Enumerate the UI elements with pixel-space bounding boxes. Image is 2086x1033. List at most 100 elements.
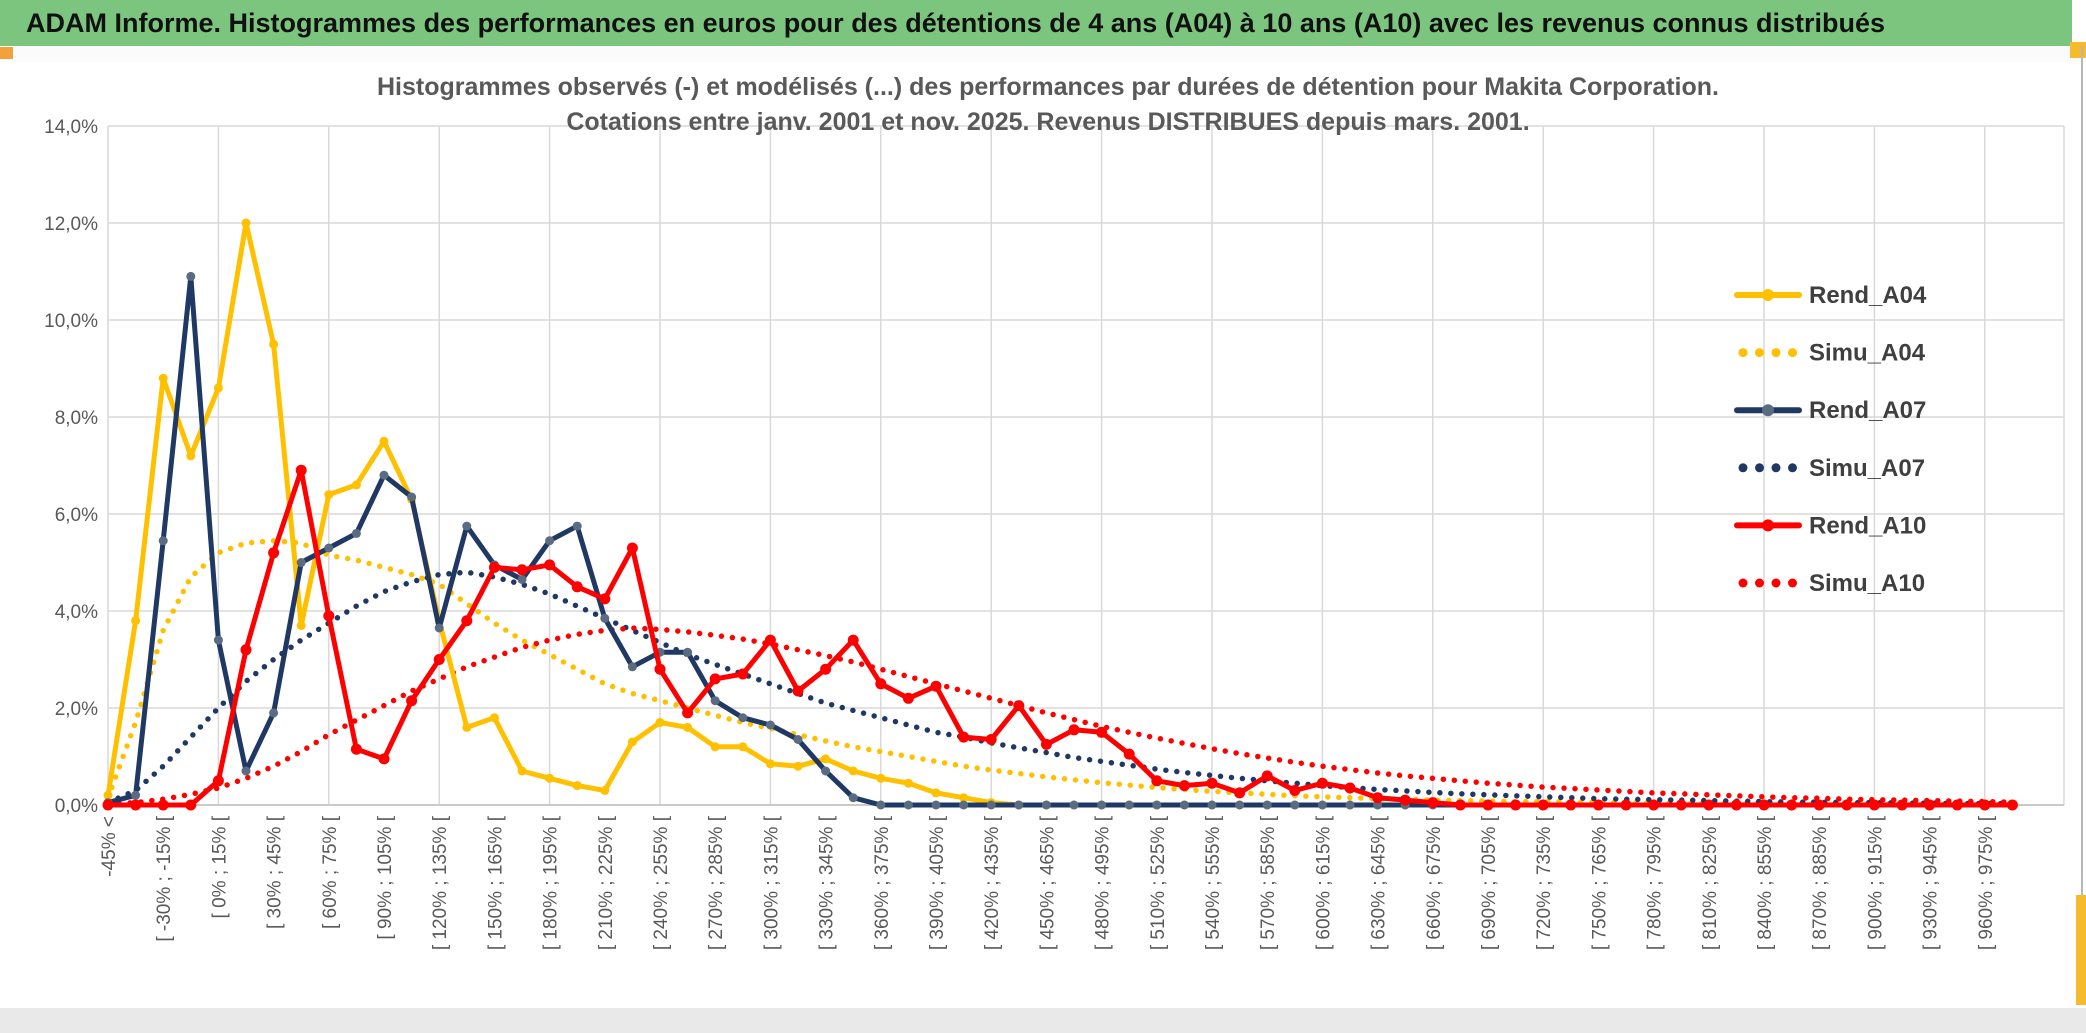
series-marker-Rend_A07 — [710, 696, 720, 706]
orange-accent-square — [0, 47, 13, 59]
x-axis-label: [ 180% ; 195% [ — [541, 815, 562, 950]
series-marker-Rend_A07 — [1235, 800, 1245, 810]
series-marker-Rend_A04 — [876, 773, 886, 783]
legend-dot-sample — [1771, 348, 1781, 358]
series-marker-Rend_A07 — [931, 800, 941, 810]
series-marker-Rend_A10 — [268, 547, 280, 559]
series-marker-Rend_A10 — [488, 561, 500, 573]
window-right-border — [2081, 46, 2083, 1033]
y-axis-label: 12,0% — [44, 214, 98, 235]
legend-label: Simu_A10 — [1809, 570, 1925, 597]
series-marker-Rend_A10 — [985, 734, 997, 745]
chart-title-line2: Cotations entre janv. 2001 et nov. 2025.… — [566, 108, 1529, 136]
x-axis-label: [ 840% ; 855% [ — [1755, 815, 1776, 950]
window-footer-bar — [0, 1008, 2086, 1033]
series-marker-Rend_A10 — [157, 799, 169, 811]
series-marker-Rend_A07 — [1041, 800, 1051, 810]
series-marker-Rend_A04 — [765, 759, 775, 769]
series-marker-Rend_A07 — [158, 536, 168, 546]
series-marker-Rend_A10 — [599, 593, 611, 605]
series-marker-Rend_A04 — [738, 742, 748, 752]
series-marker-Rend_A07 — [241, 766, 251, 776]
legend-item-Rend_A04[interactable]: Rend_A04 — [1734, 282, 1927, 309]
series-marker-Rend_A07 — [269, 708, 279, 718]
footer-divider — [0, 1005, 2086, 1008]
series-marker-Rend_A04 — [489, 713, 499, 723]
series-marker-Rend_A10 — [433, 654, 445, 665]
series-marker-Rend_A07 — [627, 662, 637, 672]
x-axis-label: [ 870% ; 885% [ — [1810, 815, 1831, 950]
x-axis-label: [ 30% ; 45% [ — [265, 815, 286, 929]
x-axis-label: [ 780% ; 795% [ — [1645, 815, 1666, 950]
series-Simu_A04[interactable] — [105, 537, 2016, 808]
legend-label: Simu_A07 — [1809, 455, 1925, 482]
series-marker-Rend_A10 — [1758, 799, 1770, 811]
x-axis-label: [ 150% ; 165% [ — [485, 815, 506, 950]
series-marker-Rend_A10 — [2006, 799, 2018, 811]
legend-item-Simu_A07[interactable]: Simu_A07 — [1738, 455, 1926, 482]
x-axis-label: [ 420% ; 435% [ — [982, 815, 1003, 950]
chart-title-line1: Histogrammes observés (-) et modélisés (… — [377, 73, 1719, 101]
series-marker-Rend_A10 — [626, 542, 638, 554]
series-marker-Rend_A10 — [378, 753, 390, 765]
series-Simu_A10[interactable] — [105, 625, 2016, 807]
series-Rend_A07[interactable] — [105, 273, 2015, 808]
series-marker-Rend_A10 — [1813, 799, 1825, 811]
series-marker-Rend_A10 — [1427, 797, 1439, 809]
y-axis-label: 6,0% — [55, 505, 98, 526]
series-marker-Rend_A07 — [848, 793, 858, 803]
series-marker-Rend_A10 — [130, 799, 142, 811]
series-marker-Rend_A07 — [1317, 800, 1327, 810]
y-axis-label: 10,0% — [44, 311, 98, 332]
series-marker-Rend_A07 — [351, 528, 361, 538]
series-marker-Rend_A04 — [186, 451, 196, 461]
x-axis-label: [ 450% ; 465% [ — [1037, 815, 1058, 950]
series-Simu_A07[interactable] — [105, 569, 2016, 807]
series-marker-Rend_A07 — [683, 647, 693, 657]
window-title: ADAM Informe. Histogrammes des performan… — [26, 7, 1886, 38]
series-marker-Rend_A10 — [958, 731, 970, 743]
series-marker-Rend_A04 — [821, 754, 831, 764]
x-axis-label: [ 570% ; 585% [ — [1258, 815, 1279, 950]
series-marker-Rend_A04 — [627, 737, 637, 747]
legend-item-Rend_A07[interactable]: Rend_A07 — [1734, 397, 1926, 424]
series-marker-Rend_A10 — [1979, 799, 1991, 811]
x-axis-label: [ 120% ; 135% [ — [430, 815, 451, 950]
performance-histogram-chart[interactable]: 0,0% 2,0% 4,0% 6,0% 8,0% 10,0% 12,0% 14,0% -45% … — [0, 62, 2086, 1003]
series-marker-Rend_A10 — [1316, 777, 1328, 789]
series-marker-Rend_A10 — [1178, 780, 1190, 792]
series-marker-Rend_A04 — [269, 339, 279, 349]
series-marker-Rend_A10 — [1537, 799, 1549, 811]
legend-item-Simu_A10[interactable]: Simu_A10 — [1738, 570, 1926, 597]
series-marker-Rend_A07 — [903, 800, 913, 810]
series-marker-Rend_A07 — [1124, 800, 1134, 810]
series-marker-Rend_A04 — [683, 722, 693, 732]
y-axis-label: 2,0% — [55, 699, 98, 720]
series-marker-Rend_A04 — [903, 778, 913, 788]
series-marker-Rend_A10 — [350, 743, 362, 755]
series-marker-Rend_A07 — [959, 800, 969, 810]
series-marker-Rend_A07 — [407, 492, 417, 502]
x-axis-label: [ 240% ; 255% [ — [651, 815, 672, 950]
series-marker-Rend_A04 — [931, 788, 941, 798]
legend-item-Rend_A10[interactable]: Rend_A10 — [1734, 512, 1926, 539]
legend-item-Simu_A04[interactable]: Simu_A04 — [1738, 340, 1926, 367]
yellow-right-strip — [2076, 895, 2086, 1033]
x-axis-label: -45% < — [99, 816, 120, 877]
series-marker-Rend_A10 — [709, 673, 721, 685]
x-axis-label: [ 660% ; 675% [ — [1424, 815, 1445, 950]
series-marker-Rend_A10 — [930, 680, 942, 692]
series-marker-Rend_A10 — [654, 663, 666, 675]
series-marker-Rend_A10 — [1454, 799, 1466, 811]
series-marker-Rend_A10 — [1620, 799, 1632, 811]
series-Rend_A10[interactable] — [105, 467, 2015, 808]
x-axis-label: [ 900% ; 915% [ — [1865, 815, 1886, 950]
series-marker-Rend_A10 — [875, 678, 887, 690]
legend-dot-sample — [1788, 463, 1797, 473]
series-marker-Rend_A10 — [1068, 724, 1080, 736]
series-marker-Rend_A10 — [1730, 799, 1742, 811]
series-marker-Rend_A10 — [1648, 799, 1660, 811]
series-marker-Rend_A04 — [655, 718, 665, 727]
series-marker-Rend_A10 — [1841, 799, 1853, 811]
series-marker-Rend_A10 — [1261, 770, 1273, 782]
